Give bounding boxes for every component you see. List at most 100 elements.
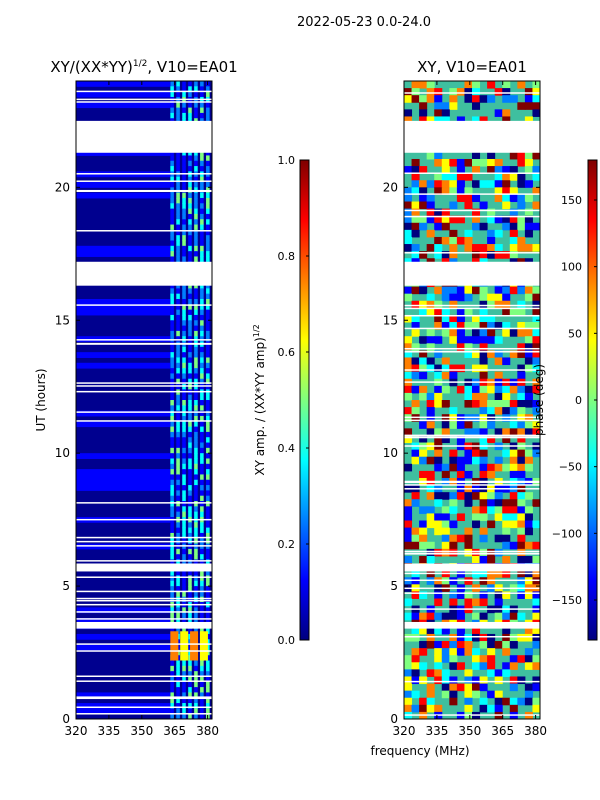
left-heatmap-cell [200, 166, 204, 172]
left-heatmap-cell [170, 559, 174, 566]
left-heatmap-cell [194, 708, 198, 715]
left-heatmap-cell [206, 400, 210, 406]
left-heatmap-cell [194, 256, 198, 263]
left-heatmap-cell [170, 394, 174, 401]
right-heatmap-cell [411, 534, 420, 543]
right-heatmap-cell [524, 151, 533, 160]
left-heatmap-cell [176, 320, 180, 327]
right-heatmap-cell [464, 95, 473, 103]
left-heatmap-cell [170, 671, 174, 677]
right-heatmap-cell [449, 421, 458, 429]
right-heatmap-cell [502, 201, 511, 210]
left-heatmap-cell [170, 384, 174, 390]
left-heatmap-cell [206, 469, 210, 475]
right-heatmap-cell [441, 669, 450, 677]
left-heatmap-cell [182, 166, 186, 172]
left-heatmap-cell [170, 469, 174, 475]
left-heatmap-cell [170, 426, 174, 433]
left-heatmap-cell [188, 219, 192, 226]
right-heatmap-cell [509, 385, 518, 394]
right-heatmap-cell [532, 343, 541, 351]
left-heatmap-cell [182, 192, 186, 199]
right-heatmap-cell [419, 697, 428, 706]
right-heatmap-cell [419, 385, 428, 394]
left-heatmap-cell [176, 474, 180, 481]
left-heatmap-cell [182, 283, 186, 289]
right-heatmap-cell [472, 548, 481, 557]
right-heatmap-cell [509, 251, 518, 259]
left-heatmap-cell [206, 453, 210, 459]
right-heatmap-cell [494, 215, 503, 224]
right-heatmap-cell [472, 662, 481, 670]
right-scan-gap [404, 552, 540, 555]
left-heatmap-cell [206, 548, 210, 555]
right-heatmap-cell [487, 492, 496, 500]
right-heatmap-cell [404, 116, 413, 125]
left-heatmap-cell [200, 554, 204, 560]
left-heatmap-cell [206, 607, 210, 614]
right-heatmap-cell [449, 683, 458, 692]
right-heatmap-cell [441, 236, 450, 245]
left-heatmap-cell [206, 527, 210, 534]
right-heatmap-cell [426, 208, 435, 217]
left-heatmap-cell [200, 235, 204, 241]
right-heatmap-cell [479, 513, 488, 522]
left-heatmap-cell [200, 405, 204, 412]
left-heatmap-cell [170, 86, 174, 93]
left-heatmap-cell [170, 447, 174, 454]
left-data-gap [76, 120, 212, 153]
right-heatmap-cell [441, 683, 450, 692]
right-heatmap-cell [479, 612, 488, 621]
right-scan-gap [404, 209, 540, 212]
right-heatmap-cell [411, 95, 420, 103]
right-heatmap-cell [441, 215, 450, 224]
right-heatmap-cell [404, 499, 413, 507]
right-heatmap-cell [472, 690, 481, 699]
right-heatmap-cell [517, 527, 526, 536]
right-heatmap-cell [502, 180, 511, 188]
right-heatmap-cell [449, 697, 458, 706]
left-heatmap-cell [194, 240, 198, 247]
right-heatmap-cell [494, 669, 503, 677]
left-heatmap-cell [206, 102, 210, 109]
left-heatmap-cell [194, 176, 198, 183]
left-heatmap-cell [194, 713, 198, 720]
left-heatmap-cell [206, 288, 210, 295]
right-heatmap-cell [532, 81, 541, 89]
right-heatmap-cell [434, 591, 443, 599]
right-heatmap-cell [434, 456, 443, 465]
right-heatmap-cell [532, 151, 541, 160]
right-heatmap-cell [456, 364, 465, 373]
left-heatmap-cell [188, 655, 192, 662]
right-heatmap-cell [404, 612, 413, 621]
right-heatmap-cell [441, 180, 450, 188]
left-heatmap-cell [194, 570, 198, 576]
left-heatmap-cell [170, 208, 174, 215]
left-heatmap-cell [176, 596, 180, 603]
left-heatmap-cell [194, 346, 198, 353]
right-heatmap-cell [434, 520, 443, 529]
right-heatmap-cell [464, 683, 473, 692]
right-heatmap-cell [441, 626, 450, 635]
right-heatmap-cell [494, 676, 503, 685]
right-heatmap-cell [441, 222, 450, 231]
right-heatmap-cell [472, 194, 481, 203]
left-heatmap-cell [206, 112, 210, 119]
right-scan-gap [404, 445, 540, 447]
left-heatmap-cell [182, 309, 186, 316]
right-heatmap-cell [509, 187, 518, 195]
right-heatmap-cell [487, 322, 496, 330]
right-heatmap-cell [472, 329, 481, 337]
right-heatmap-cell [411, 201, 420, 210]
left-heatmap-cell [176, 224, 180, 231]
right-scan-gap [404, 347, 540, 350]
right-heatmap-cell [494, 357, 503, 366]
left-heatmap-cell [170, 309, 174, 316]
left-heatmap-cell [76, 421, 171, 428]
left-heatmap-cell [182, 150, 186, 156]
right-heatmap-cell [464, 669, 473, 677]
left-heatmap-cell [194, 208, 198, 215]
left-heatmap-cell [200, 703, 204, 709]
right-heatmap-cell [426, 697, 435, 706]
